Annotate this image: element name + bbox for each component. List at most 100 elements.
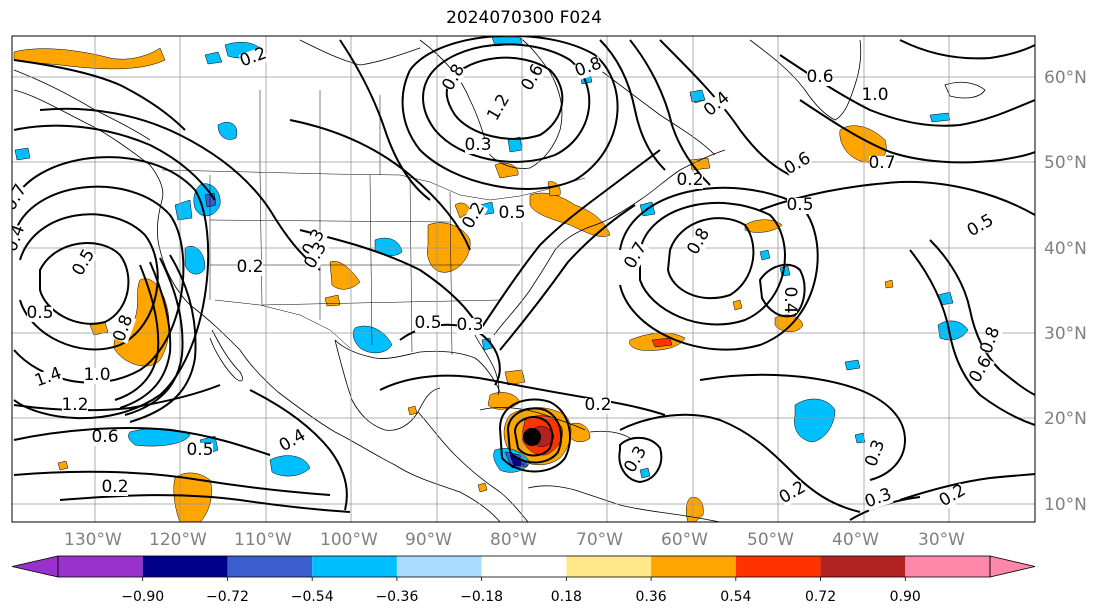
colorbar-label: −0.18 [460, 589, 503, 605]
colorbar-label: −0.90 [121, 589, 164, 605]
lon-label: 100°W [320, 530, 378, 550]
us-mexico-border [214, 299, 351, 349]
contour-atlantic-0.5 [759, 180, 1035, 216]
florida [474, 334, 500, 396]
contour-north-low-3 [401, 36, 619, 190]
contour-west-coast-tight-2 [119, 261, 172, 409]
colorbar-label: 0.18 [551, 589, 582, 605]
contour-pacific-high-4 [13, 156, 210, 420]
lat-label: 20°N [1044, 409, 1087, 429]
contour-label: 0.5 [786, 195, 813, 215]
longitude-labels: 130°W 120°W 110°W 100°W 90°W 80°W 70°W 60°W 50°W… [64, 530, 965, 550]
contour-label: 0.2 [584, 395, 611, 415]
contour-label: 0.6 [91, 427, 118, 447]
labrador-coast [599, 69, 716, 156]
state-line-7 [209, 219, 451, 223]
south-america-north [527, 485, 721, 522]
contour-atlantic-east-1 [929, 239, 1035, 396]
east-coast [493, 149, 726, 336]
storm-center [523, 428, 541, 446]
shade-orange-atlantic-40n [744, 219, 783, 233]
contour-east-coast-1 [479, 149, 661, 331]
shade-cyan-west-canada [217, 122, 238, 140]
shade-cyan-idaho [174, 199, 193, 221]
contour-labrador-2 [629, 39, 711, 186]
shade-orange-atlantic-33n [732, 299, 743, 311]
iceland [944, 81, 986, 99]
contour-alaska [13, 59, 186, 131]
contour-pacific-south-2 [13, 470, 331, 496]
colorbar-label: −0.36 [375, 589, 418, 605]
contour-pacific-south-1 [13, 427, 271, 456]
contour-label: 0.3 [464, 135, 491, 155]
greenland-south [749, 39, 862, 121]
colorbar-segment [820, 556, 906, 577]
contour-pacific-south-3 [59, 494, 351, 513]
lat-label: 40°N [1044, 239, 1087, 259]
lon-label: 110°W [234, 530, 292, 550]
lat-label: 10°N [1044, 495, 1087, 515]
contour-label: 0.6 [806, 67, 833, 87]
contour-label: 0.2 [236, 257, 263, 277]
colorbar-segment [651, 556, 736, 577]
contour-lines [13, 36, 1035, 521]
colorbar-label: 0.36 [636, 589, 667, 605]
state-line-4 [369, 174, 373, 346]
lon-label: 40°W [832, 530, 879, 550]
us-canada-border [161, 169, 586, 201]
colorbar-segment [566, 556, 652, 577]
hudson-bay [419, 37, 563, 169]
contour-label: 1.0 [83, 365, 110, 385]
lon-label: 80°W [490, 530, 537, 550]
colorbar-label: 0.54 [720, 589, 751, 605]
shade-cyan-atlantic-35n-small [759, 249, 771, 261]
contour-se-atlantic-0.2 [899, 473, 1035, 501]
contour-atlantic-0.4-loop [758, 263, 806, 318]
shade-cyan-alberta2 [204, 51, 223, 65]
lon-label: 120°W [149, 530, 207, 550]
lat-label: 60°N [1044, 68, 1087, 88]
shade-cyan-labrador [689, 89, 706, 103]
contour-hurricane-3 [498, 398, 571, 473]
shade-orange-caribbean-small [477, 482, 488, 493]
shade-cyan-atlantic-22n [794, 398, 836, 443]
contour-greenland-2 [799, 99, 1035, 164]
shade-cyan-pacific-42n [14, 147, 31, 161]
map-title: 2024070300 F024 [446, 8, 602, 28]
shade-orange-mid-atlantic-red [651, 337, 673, 348]
contour-west-coast-tight-1 [114, 264, 160, 401]
mexico-gulf-coast [334, 339, 441, 431]
contour-caribbean-0.3-loop [618, 436, 663, 484]
contour-label: 0.5 [414, 313, 441, 333]
baja-california [209, 329, 243, 382]
contour-label: 0.7 [868, 153, 895, 173]
contour-label: 0.2 [101, 477, 128, 497]
colorbar-segment [312, 556, 397, 577]
colorbar-segment [481, 556, 567, 577]
shade-cyan-caribbean-small [639, 467, 651, 479]
colorbar-segment [735, 556, 821, 577]
gulf-coast [334, 339, 501, 393]
colorbar-label: −0.54 [291, 589, 334, 605]
contour-hurricane-1 [513, 416, 554, 457]
shade-cyan-atlantic-18n [854, 432, 866, 444]
contour-north-low-1 [445, 56, 564, 140]
contour-atl-low-1 [666, 217, 755, 300]
lat-lon-grid [12, 36, 1035, 522]
colorbar-outline [57, 555, 991, 578]
colorbar-arrow-right [989, 555, 1036, 578]
lon-label: 50°W [747, 530, 794, 550]
contour-label: 1.2 [61, 395, 88, 415]
shade-orange-pacific-15n [57, 460, 69, 471]
contour-labrador-1 [599, 39, 666, 171]
central-america [417, 411, 529, 522]
lon-label: 90°W [405, 530, 452, 550]
state-line-6 [449, 191, 453, 356]
colorbar-segment [396, 556, 482, 577]
contour-atlantic-0.3 [699, 373, 907, 481]
lon-label: 30°W [918, 530, 965, 550]
contour-label: 0.2 [676, 170, 703, 190]
lon-label: 70°W [576, 530, 623, 550]
colorbar-segment [905, 556, 990, 577]
state-line-2 [259, 171, 263, 306]
